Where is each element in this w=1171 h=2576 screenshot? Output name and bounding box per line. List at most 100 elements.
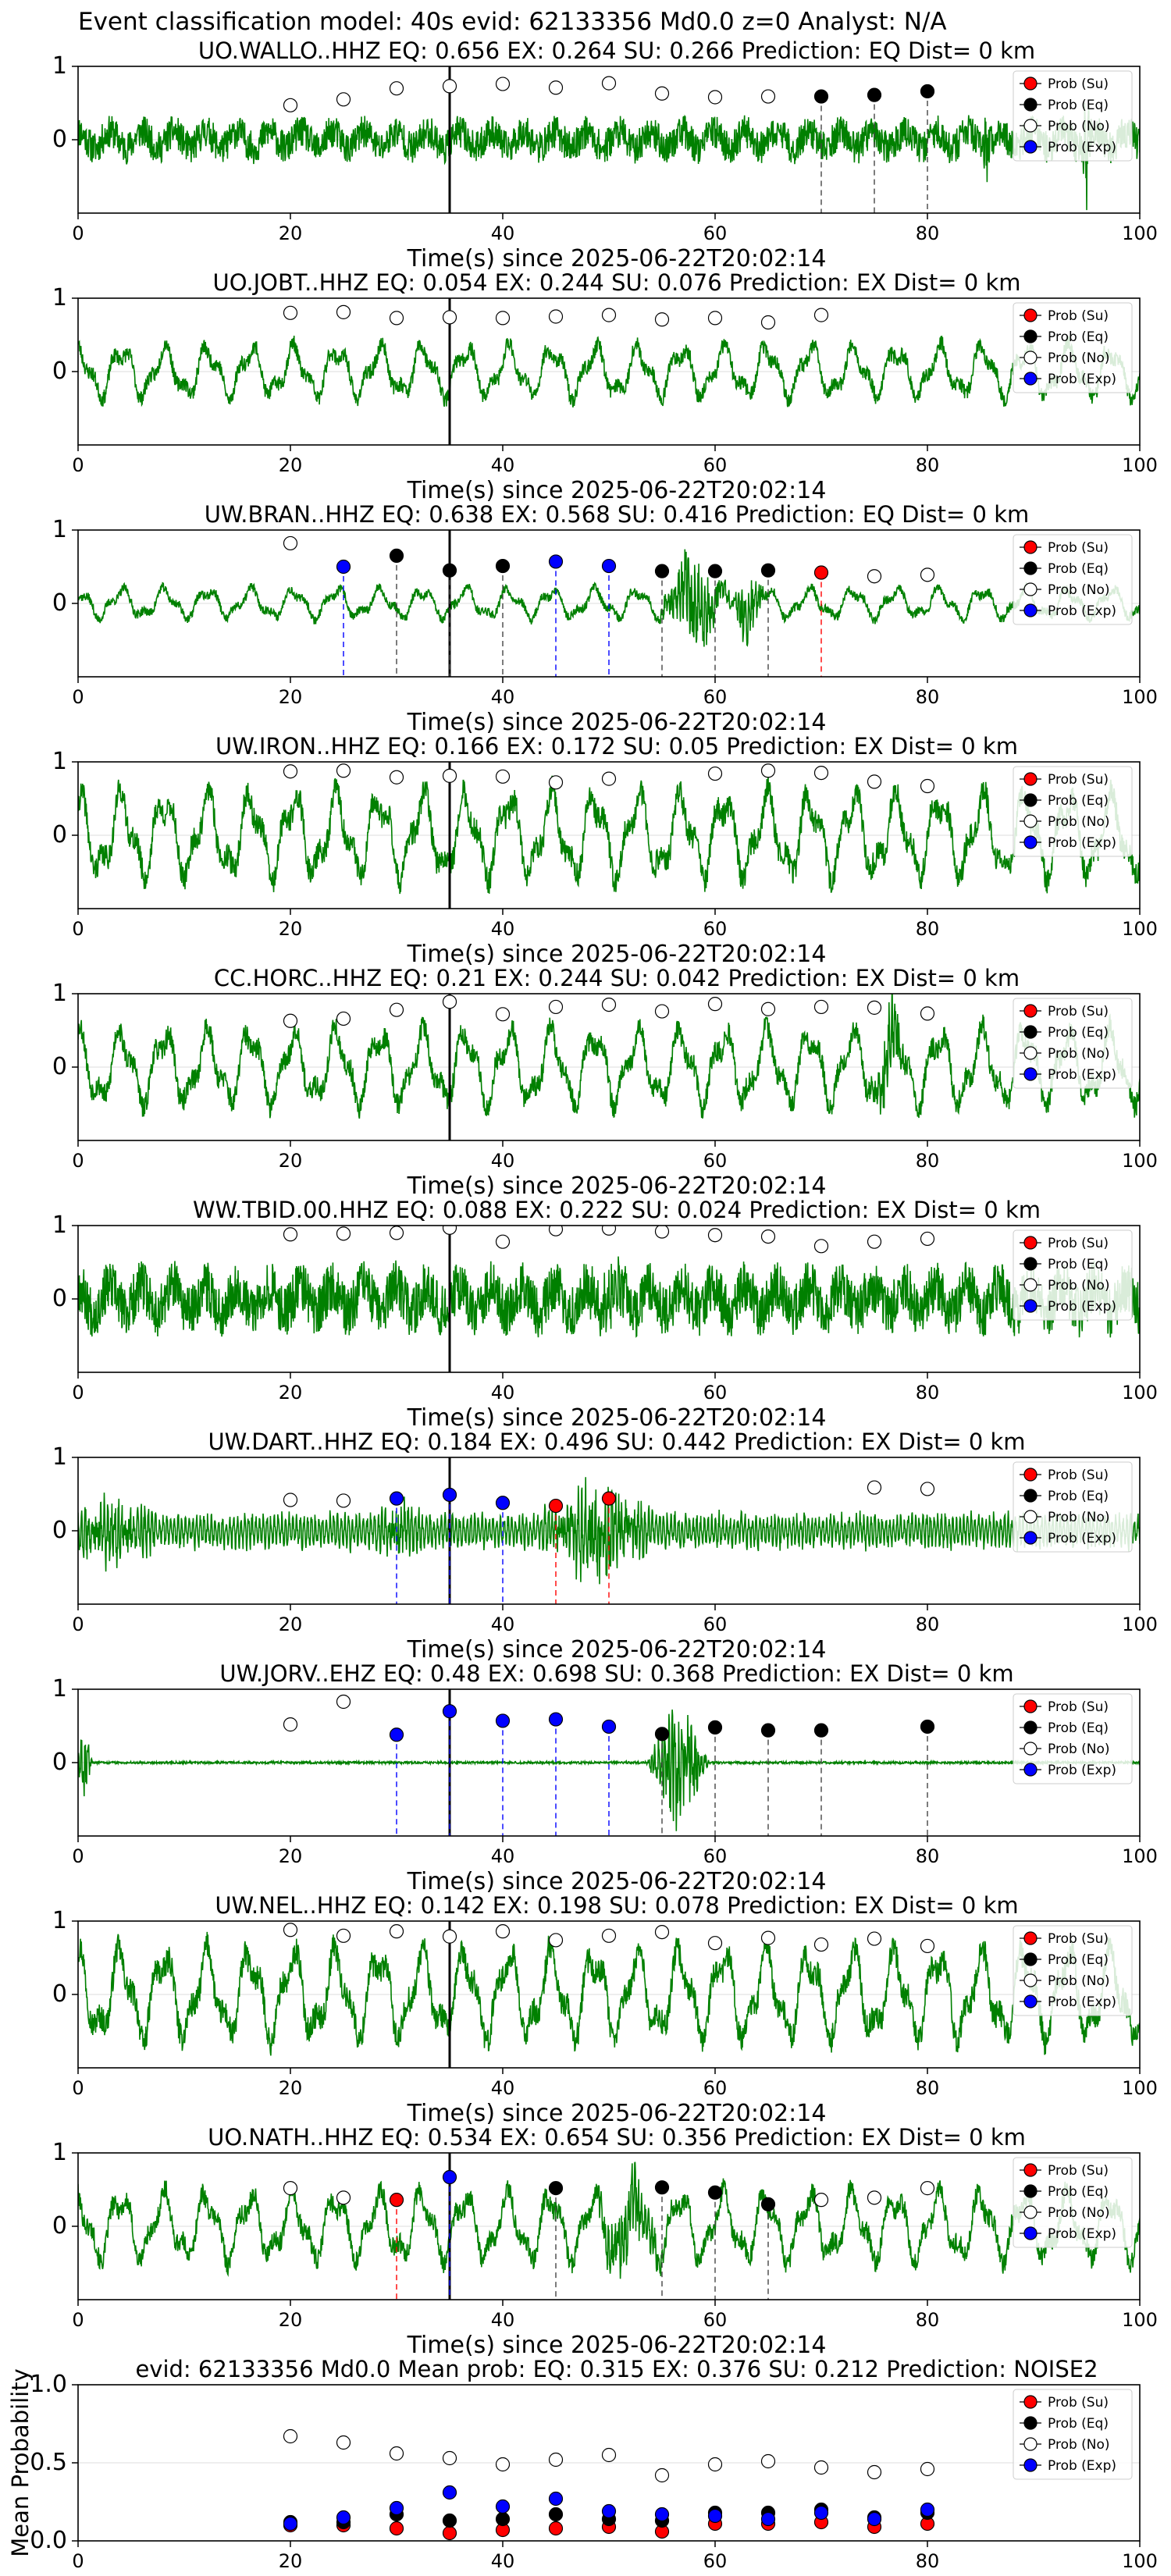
- x-tick-label: 20: [279, 1150, 303, 1172]
- prob-marker-no: [707, 1936, 723, 1951]
- y-tick-label: 1: [52, 2139, 67, 2166]
- legend: Prob (Su) Prob (Eq) Prob (No) Prob (Exp): [1013, 1229, 1133, 1321]
- prob-marker-exp: [601, 1719, 617, 1735]
- mean-prob-marker-no: [760, 2453, 776, 2469]
- station-panel: UW.IRON..HHZ EQ: 0.166 EX: 0.172 SU: 0.0…: [52, 733, 1158, 968]
- legend-marker-exp: [1023, 603, 1038, 617]
- plot-area: [78, 2153, 1140, 2300]
- legend-label-eq: Prob (Eq): [1048, 561, 1109, 577]
- legend-marker-eq: [1023, 98, 1038, 112]
- prob-marker-no: [495, 76, 511, 91]
- legend-frame: [1013, 1461, 1133, 1553]
- legend-label-no: Prob (No): [1048, 1742, 1110, 1757]
- x-tick-label: 0: [72, 222, 84, 244]
- station-panel: UO.JOBT..HHZ EQ: 0.054 EX: 0.244 SU: 0.0…: [52, 269, 1158, 504]
- prob-marker-no: [760, 763, 776, 778]
- legend-label-eq: Prob (Eq): [1048, 329, 1109, 345]
- axes-frame: [77, 529, 1141, 678]
- prob-marker-exp: [601, 558, 617, 574]
- legend-marker-eq: [1023, 2416, 1038, 2430]
- legend-marker-exp: [1023, 1299, 1038, 1313]
- prob-marker-no: [601, 997, 617, 1012]
- prob-marker-no: [867, 569, 882, 584]
- plot-area: [78, 994, 1140, 1140]
- legend-marker-no: [1023, 1973, 1038, 1987]
- legend-label-exp: Prob (Exp): [1048, 835, 1116, 851]
- prob-marker-no: [813, 1239, 829, 1254]
- prob-marker-no: [336, 304, 351, 319]
- plot-area: [78, 530, 1140, 677]
- prob-marker-no: [495, 311, 511, 326]
- legend-label-exp: Prob (Exp): [1048, 1994, 1116, 2010]
- x-tick-label: 60: [703, 2077, 728, 2099]
- prob-marker-no: [283, 535, 298, 551]
- x-tick-label: 40: [491, 2550, 515, 2572]
- legend-marker-eq: [1023, 1720, 1038, 1735]
- station-panel: WW.TBID.00.HHZ EQ: 0.088 EX: 0.222 SU: 0…: [52, 1197, 1158, 1432]
- legend-label-exp: Prob (Exp): [1048, 1299, 1116, 1315]
- prob-marker-no: [920, 1938, 935, 1954]
- x-tick-label: 20: [279, 2309, 303, 2331]
- legend-marker-no: [1023, 582, 1038, 596]
- legend-label-su: Prob (Su): [1048, 1931, 1109, 1947]
- legend-marker-eq: [1023, 793, 1038, 807]
- prob-marker-no: [548, 309, 564, 324]
- legend-marker-no: [1023, 814, 1038, 828]
- prob-marker-su: [389, 2193, 404, 2208]
- x-tick-label: 100: [1122, 1614, 1158, 1635]
- legend-frame: [1013, 1693, 1133, 1784]
- panel-title: CC.HORC..HHZ EQ: 0.21 EX: 0.244 SU: 0.04…: [214, 965, 1020, 991]
- mean-prob-marker-eq: [548, 2507, 564, 2522]
- x-axis-label: Time(s) since 2025-06-22T20:02:14: [407, 477, 827, 504]
- waveform-trace: [78, 994, 1140, 1119]
- prob-marker-no: [442, 1226, 457, 1235]
- mean-prob-marker-no: [442, 2450, 457, 2466]
- prob-marker-no: [867, 774, 882, 789]
- mean-prob-marker-no: [813, 2460, 829, 2475]
- legend-frame: [1013, 1925, 1133, 2016]
- legend-marker-su: [1023, 1236, 1038, 1250]
- legend-label-su: Prob (Su): [1048, 1236, 1109, 1251]
- x-tick-label: 100: [1122, 1845, 1158, 1867]
- waveform-trace: [78, 335, 1140, 408]
- legend: Prob (Su) Prob (Eq) Prob (No) Prob (Exp): [1013, 766, 1133, 857]
- plot-area: [78, 762, 1140, 909]
- y-tick-label: 0.5: [30, 2449, 67, 2476]
- legend-marker-no: [1023, 1510, 1038, 1524]
- prob-marker-no: [283, 1717, 298, 1732]
- prob-marker-no: [920, 778, 935, 794]
- x-tick-label: 80: [916, 454, 940, 476]
- x-tick-label: 20: [279, 1382, 303, 1404]
- legend-frame: [1013, 2157, 1133, 2248]
- prob-marker-eq: [920, 1719, 935, 1735]
- x-tick-label: 20: [279, 222, 303, 244]
- x-tick-label: 80: [916, 918, 940, 940]
- x-tick-label: 0: [72, 1845, 84, 1867]
- legend-marker-su: [1023, 1931, 1038, 1945]
- x-tick-label: 80: [916, 2309, 940, 2331]
- prob-marker-no: [654, 312, 670, 327]
- prob-marker-eq: [707, 564, 723, 578]
- mean-prob-marker-su: [548, 2521, 564, 2536]
- x-tick-label: 100: [1122, 1382, 1158, 1404]
- mean-prob-marker-su: [389, 2521, 404, 2536]
- x-tick-label: 60: [703, 454, 728, 476]
- prob-marker-eq: [548, 2181, 564, 2196]
- prob-marker-no: [283, 1227, 298, 1242]
- prob-marker-exp: [442, 1487, 457, 1503]
- legend-frame: [1013, 766, 1133, 857]
- legend-label-eq: Prob (Eq): [1048, 1720, 1109, 1736]
- x-tick-label: 60: [703, 1382, 728, 1404]
- legend-marker-no: [1023, 2437, 1038, 2451]
- mean-prob-marker-no: [707, 2457, 723, 2472]
- y-tick-label: 0: [52, 1749, 67, 1776]
- legend-label-eq: Prob (Eq): [1048, 2184, 1109, 2200]
- x-tick-label: 0: [72, 2077, 84, 2099]
- legend-marker-exp: [1023, 835, 1038, 849]
- y-tick-label: 1: [52, 748, 67, 775]
- x-tick-label: 100: [1122, 454, 1158, 476]
- legend-label-exp: Prob (Exp): [1048, 1067, 1116, 1083]
- mean-prob-marker-no: [548, 2452, 564, 2467]
- legend-marker-no: [1023, 1046, 1038, 1060]
- legend-label-no: Prob (No): [1048, 119, 1110, 134]
